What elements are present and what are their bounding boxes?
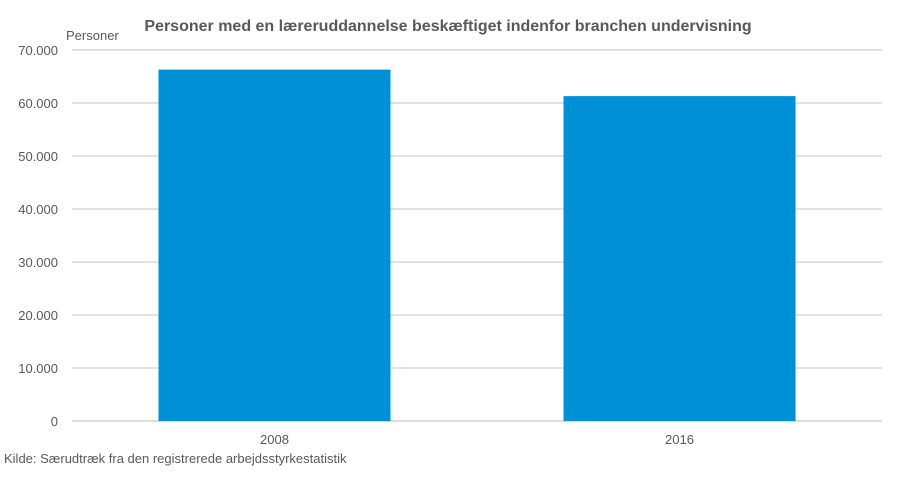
bars [158, 69, 796, 422]
y-tick-label: 50.000 [18, 149, 58, 164]
y-axis-ticks: 0 10.000 20.000 30.000 40.000 50.000 60.000 70.… [18, 43, 58, 429]
x-axis-ticks: 2008 2016 [260, 432, 694, 447]
bar-2016 [563, 96, 796, 422]
y-tick-label: 30.000 [18, 255, 58, 270]
x-tick-label: 2016 [665, 432, 694, 447]
y-tick-label: 40.000 [18, 202, 58, 217]
y-tick-label: 20.000 [18, 308, 58, 323]
y-tick-label: 60.000 [18, 96, 58, 111]
x-tick-label: 2008 [260, 432, 289, 447]
y-tick-label: 0 [51, 414, 58, 429]
source-note: Kilde: Særudtræk fra den registrerede ar… [4, 451, 347, 466]
y-axis-label: Personer [66, 28, 119, 43]
chart-title: Personer med en læreruddannelse beskæfti… [144, 18, 751, 35]
y-tick-label: 70.000 [18, 43, 58, 58]
y-tick-label: 10.000 [18, 361, 58, 376]
bar-2008 [158, 69, 391, 422]
